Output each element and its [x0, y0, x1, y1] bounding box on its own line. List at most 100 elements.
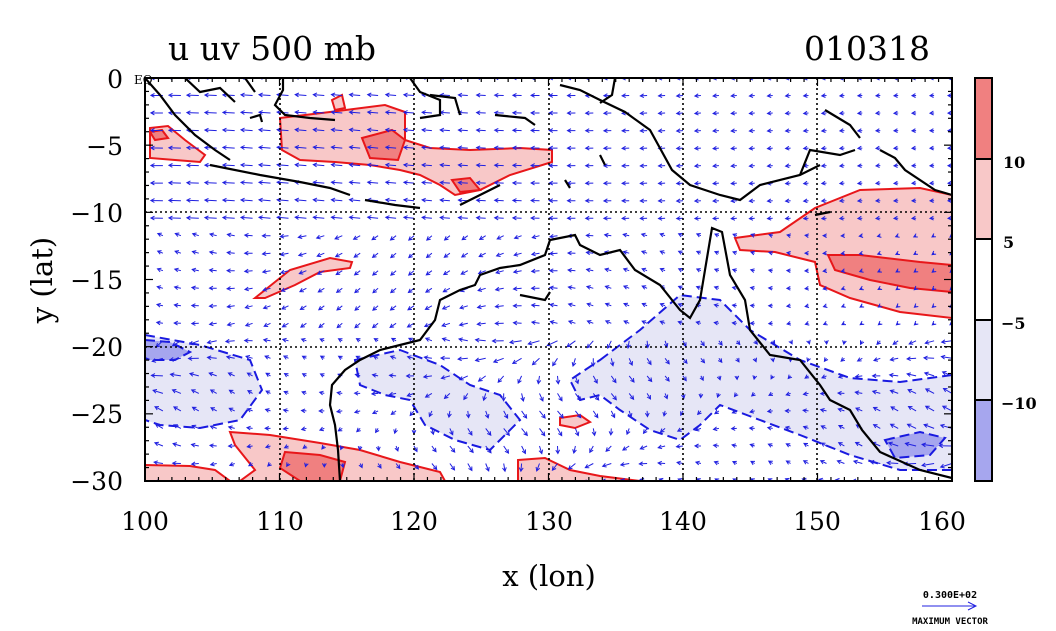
- wind-vector-arrow: [712, 426, 719, 432]
- wind-vector-arrow: [892, 128, 899, 133]
- wind-vector-arrow: [356, 427, 361, 433]
- wind-vector-arrow: [841, 320, 846, 326]
- wind-vector-arrow: [659, 428, 666, 433]
- wind-vector-arrow: [203, 180, 217, 186]
- wind-vector-arrow: [675, 163, 684, 169]
- wind-vector-arrow: [318, 390, 325, 396]
- wind-vector-arrow: [167, 180, 181, 186]
- wind-vector-arrow: [548, 93, 558, 98]
- wind-vector-arrow: [663, 393, 669, 400]
- wind-vector-arrow: [312, 145, 325, 150]
- wind-vector-arrow: [246, 407, 253, 413]
- wind-vector-arrow: [243, 232, 253, 238]
- wind-vector-arrow: [748, 110, 755, 116]
- wind-vector-arrow: [931, 285, 937, 291]
- wind-vector-arrow: [390, 270, 397, 276]
- wind-vector-arrow: [804, 233, 809, 239]
- wind-vector-arrow: [836, 390, 845, 396]
- wind-vector-arrow: [894, 233, 900, 238]
- wind-vector-arrow: [604, 302, 612, 307]
- wind-vector-arrow: [421, 180, 432, 186]
- wind-vector-arrow: [388, 373, 397, 378]
- wind-vector-arrow: [154, 423, 164, 429]
- wind-vector-arrow: [467, 480, 469, 481]
- wind-vector-arrow: [895, 303, 901, 308]
- wind-vector-arrow: [133, 94, 145, 98]
- wind-vector-arrow: [169, 372, 181, 378]
- tick-marks: [144, 77, 953, 482]
- wind-vector-arrow: [384, 180, 397, 185]
- wind-vector-arrow: [601, 463, 612, 468]
- wind-vector-arrow: [188, 372, 199, 377]
- wind-vector-arrow: [239, 110, 253, 115]
- wind-vector-arrow: [281, 337, 289, 343]
- wind-vector-arrow: [208, 303, 217, 309]
- wind-vector-arrow: [767, 443, 773, 448]
- wind-vector-arrow: [357, 445, 363, 452]
- wind-vector-arrow: [154, 406, 164, 412]
- wind-vector-arrow: [603, 232, 612, 238]
- wind-vector-arrow: [693, 216, 701, 221]
- wind-vector-arrow: [584, 215, 594, 221]
- wind-vector-arrow: [518, 463, 524, 473]
- wind-vector-arrow: [423, 322, 433, 328]
- wind-vector-arrow: [539, 428, 546, 437]
- wind-vector-arrow: [475, 180, 486, 186]
- wind-vector-arrow: [149, 163, 163, 168]
- wind-vector-arrow: [886, 460, 899, 466]
- wind-vector-arrow: [877, 303, 883, 308]
- wind-vector-arrow: [535, 463, 541, 472]
- wind-vector-arrow: [384, 110, 397, 115]
- wind-vector-arrow: [405, 373, 415, 379]
- wind-vector-arrow: [145, 375, 146, 377]
- wind-vector-arrow: [876, 268, 882, 273]
- wind-vector-arrow: [191, 232, 199, 237]
- wind-vector-arrow: [784, 180, 791, 186]
- wind-vector-arrow: [639, 215, 648, 221]
- wind-vector-arrow: [150, 373, 163, 378]
- wind-vector-arrow: [257, 145, 271, 150]
- wind-vector-arrow: [730, 93, 737, 99]
- colorbar-label: 5: [1003, 233, 1014, 252]
- wind-vector-arrow: [871, 373, 881, 379]
- wind-vector-arrow: [657, 198, 666, 204]
- wind-vector-arrow: [802, 128, 809, 134]
- wind-vector-arrow: [304, 462, 309, 468]
- wind-vector-arrow: [485, 445, 492, 454]
- wind-vector-arrow: [530, 320, 540, 325]
- wind-vector-arrow: [511, 180, 522, 186]
- wind-vector-arrow: [366, 92, 379, 98]
- wind-vector-arrow: [185, 145, 199, 151]
- wind-vector-arrow: [693, 145, 701, 151]
- wind-vector-arrow: [520, 480, 522, 481]
- wind-vector-arrow: [713, 320, 719, 326]
- wind-vector-arrow: [185, 197, 199, 203]
- wind-vector-arrow: [876, 250, 882, 256]
- wind-vector-arrow: [621, 163, 630, 169]
- wind-vector-arrow: [676, 460, 684, 466]
- wind-vector-arrow: [281, 322, 289, 328]
- wind-vector-arrow: [153, 441, 164, 447]
- wind-vector-arrow: [730, 145, 737, 151]
- wind-vector-arrow: [623, 320, 630, 325]
- wind-vector-arrow: [713, 303, 720, 308]
- wind-vector-arrow: [852, 459, 863, 465]
- wind-vector-arrow: [928, 198, 935, 204]
- wind-vector-arrow: [428, 410, 433, 418]
- wind-vector-arrow: [602, 198, 612, 204]
- wind-vector-arrow: [555, 445, 561, 455]
- wind-vector-arrow: [312, 110, 325, 115]
- wind-vector-arrow: [264, 408, 271, 413]
- wind-vector-arrow: [355, 355, 361, 360]
- wind-vector-arrow: [312, 92, 325, 98]
- wind-vector-arrow: [264, 444, 271, 449]
- wind-vector-arrow: [803, 250, 809, 256]
- wind-vector-arrow: [257, 110, 271, 115]
- wind-vector-arrow: [372, 287, 379, 294]
- wind-vector-arrow: [318, 426, 325, 432]
- wind-vector-arrow: [910, 180, 917, 186]
- wind-vector-arrow: [767, 285, 773, 291]
- wind-vector-arrow: [602, 215, 612, 221]
- wind-vector-arrow: [366, 180, 379, 185]
- wind-vector-arrow: [904, 441, 917, 447]
